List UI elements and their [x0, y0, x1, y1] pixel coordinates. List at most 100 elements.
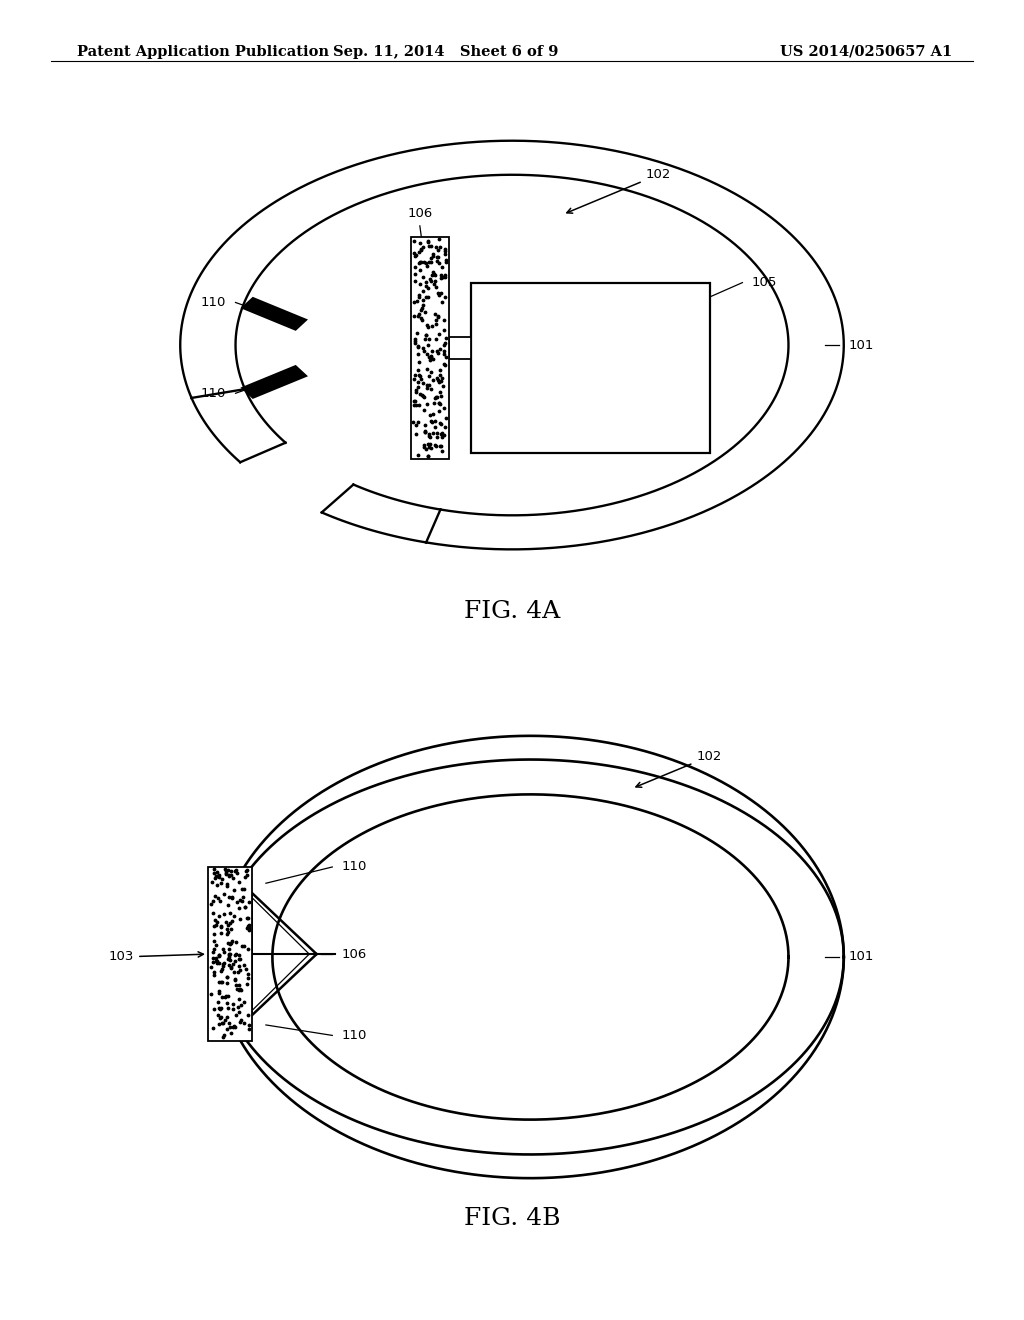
- Point: [417, 329, 433, 350]
- Point: [437, 251, 454, 272]
- Point: [212, 890, 228, 911]
- Point: [220, 985, 237, 1006]
- Point: [437, 286, 454, 308]
- Point: [218, 863, 234, 884]
- Point: [416, 251, 432, 272]
- Point: [208, 861, 224, 882]
- Text: 106: 106: [342, 948, 367, 961]
- Point: [240, 916, 256, 937]
- Point: [231, 908, 248, 929]
- Point: [433, 385, 450, 407]
- Point: [236, 954, 252, 975]
- Point: [406, 368, 422, 389]
- Point: [228, 944, 245, 965]
- Point: [237, 991, 253, 1012]
- Point: [429, 251, 445, 272]
- Point: [224, 993, 241, 1014]
- Point: [423, 251, 439, 272]
- Point: [408, 379, 424, 400]
- Point: [427, 387, 443, 408]
- Point: [222, 957, 239, 978]
- Point: [420, 277, 436, 298]
- Point: [413, 239, 429, 260]
- Point: [214, 869, 230, 890]
- Point: [209, 952, 225, 973]
- Point: [215, 953, 231, 974]
- Point: [419, 255, 435, 276]
- Point: [432, 424, 449, 445]
- Point: [427, 387, 443, 408]
- Point: [432, 436, 449, 457]
- Point: [414, 297, 430, 318]
- Point: [214, 987, 230, 1008]
- Point: [233, 879, 250, 900]
- Point: [410, 376, 426, 397]
- Point: [407, 271, 423, 292]
- Point: [420, 230, 436, 251]
- Point: [411, 364, 427, 385]
- Point: [211, 972, 227, 993]
- Point: [416, 434, 432, 455]
- Point: [420, 317, 436, 338]
- Point: [420, 445, 436, 466]
- Point: [437, 346, 454, 367]
- Point: [232, 995, 249, 1016]
- Point: [414, 310, 430, 331]
- Point: [208, 865, 224, 886]
- Point: [418, 275, 434, 296]
- Point: [225, 906, 242, 927]
- Point: [214, 1012, 230, 1034]
- Point: [218, 861, 234, 882]
- Point: [408, 414, 424, 436]
- Point: [221, 942, 238, 964]
- Point: [431, 252, 447, 273]
- Point: [231, 960, 248, 981]
- Point: [410, 290, 426, 312]
- Point: [208, 865, 224, 886]
- Point: [429, 426, 445, 447]
- Point: [420, 445, 436, 466]
- Point: [415, 372, 431, 393]
- Point: [415, 294, 431, 315]
- Point: [411, 359, 427, 380]
- Text: 110: 110: [342, 1028, 367, 1041]
- Point: [408, 244, 424, 265]
- Point: [431, 372, 447, 393]
- Point: [422, 434, 438, 455]
- Point: [211, 998, 227, 1019]
- Point: [207, 867, 223, 888]
- Point: [222, 949, 239, 970]
- Point: [205, 890, 221, 911]
- Point: [410, 337, 426, 358]
- Point: [410, 445, 426, 466]
- Point: [208, 950, 224, 972]
- Point: [239, 973, 255, 994]
- Point: [231, 978, 248, 999]
- Point: [206, 931, 222, 952]
- Point: [413, 239, 429, 260]
- Point: [432, 236, 449, 257]
- Point: [212, 998, 228, 1019]
- Point: [218, 966, 234, 987]
- Point: [428, 309, 444, 330]
- Point: [238, 861, 254, 882]
- Point: [230, 956, 247, 977]
- Point: [410, 371, 426, 392]
- Point: [227, 974, 244, 995]
- Point: [426, 416, 442, 437]
- Text: FIG. 4A: FIG. 4A: [464, 601, 560, 623]
- Point: [223, 919, 240, 940]
- Point: [407, 364, 423, 385]
- Point: [206, 924, 222, 945]
- Point: [214, 939, 230, 960]
- Text: Patent Application Publication: Patent Application Publication: [77, 45, 329, 59]
- Point: [434, 267, 451, 288]
- Point: [419, 378, 435, 399]
- Point: [430, 400, 446, 421]
- Point: [423, 346, 439, 367]
- Point: [429, 422, 445, 444]
- Point: [424, 315, 440, 337]
- Point: [413, 383, 429, 404]
- Point: [216, 1024, 232, 1045]
- Point: [240, 907, 256, 928]
